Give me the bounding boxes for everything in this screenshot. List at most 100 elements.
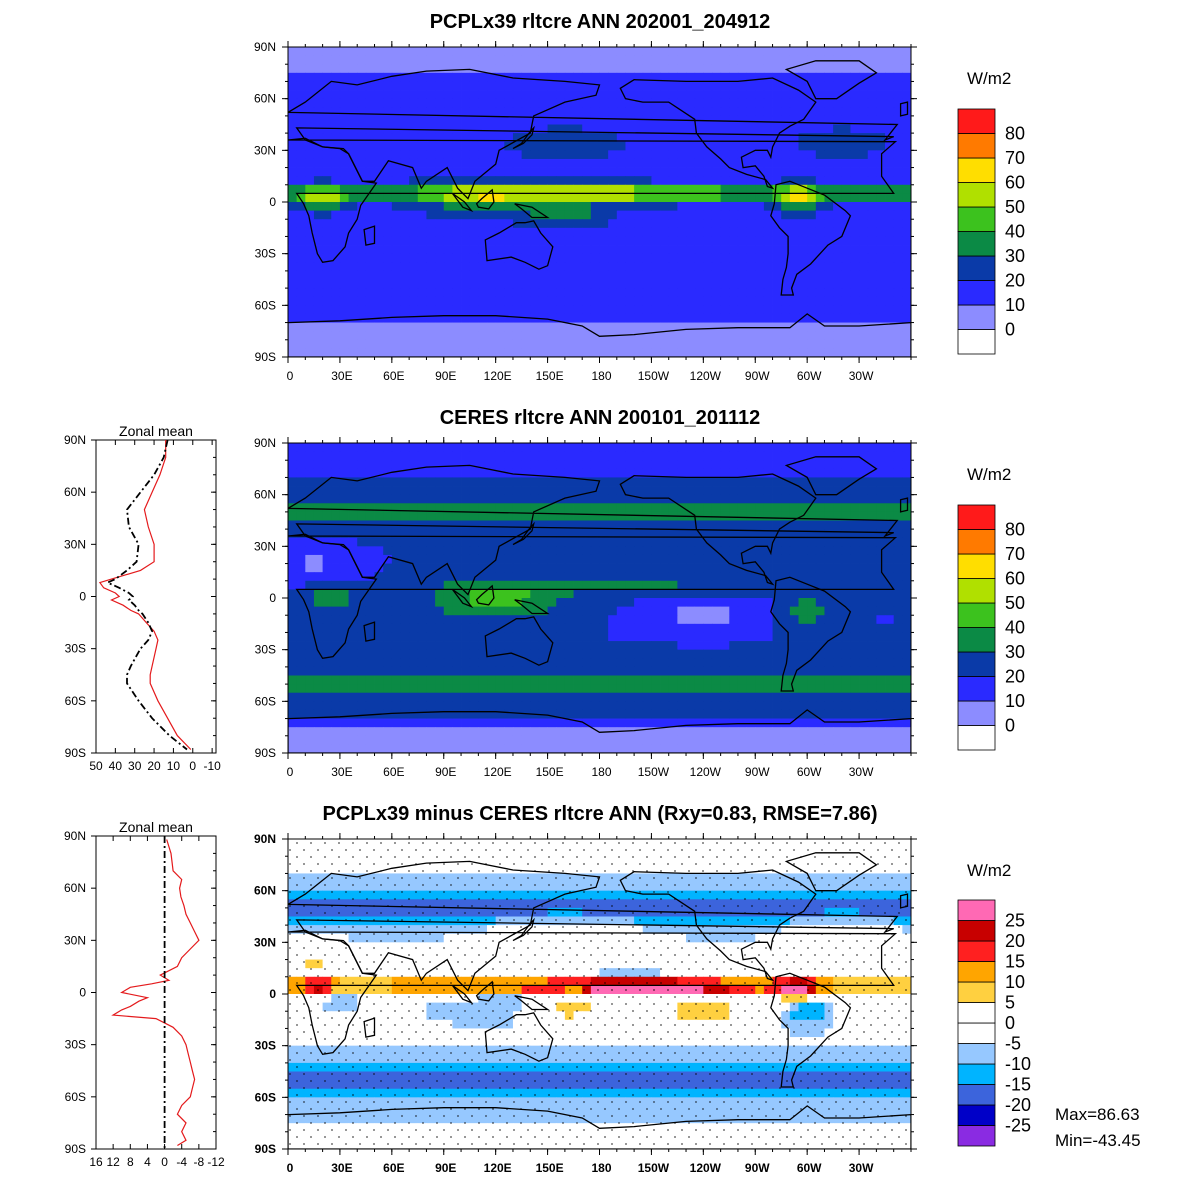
field-cell	[478, 615, 488, 625]
field-cell	[859, 537, 869, 547]
field-cell	[763, 658, 773, 668]
field-cell	[435, 666, 445, 676]
field-cell	[634, 339, 644, 349]
field-cell	[772, 236, 782, 246]
field-cell	[530, 184, 540, 194]
field-cell	[651, 641, 661, 651]
field-cell	[755, 554, 765, 564]
field-cell	[495, 279, 505, 289]
field-cell	[798, 124, 808, 134]
field-cell	[435, 443, 445, 453]
field-cell	[452, 529, 462, 539]
field-cell	[703, 253, 713, 263]
field-cell	[729, 141, 739, 151]
field-cell	[512, 554, 523, 564]
field-cell	[885, 598, 895, 608]
field-cell	[296, 443, 306, 453]
field-cell	[772, 90, 782, 100]
field-cell	[841, 511, 851, 521]
field-cell	[625, 520, 635, 530]
field-cell	[616, 443, 626, 453]
field-cell	[902, 675, 911, 685]
field-cell	[599, 546, 609, 556]
field-cell	[634, 98, 644, 108]
field-cell	[789, 193, 799, 203]
field-cell	[538, 348, 548, 357]
field-cell	[867, 632, 877, 642]
field-cell	[288, 219, 298, 229]
field-cell	[469, 348, 479, 357]
field-cell	[703, 158, 713, 168]
field-cell	[781, 176, 791, 186]
field-cell	[538, 193, 548, 203]
field-cell	[504, 529, 514, 539]
field-cell	[435, 615, 445, 625]
field-cell	[461, 227, 471, 237]
field-cell	[599, 529, 609, 539]
field-cell	[478, 219, 488, 229]
field-cell	[452, 90, 462, 100]
field-cell	[296, 219, 306, 229]
field-cell	[729, 460, 739, 470]
field-cell	[616, 279, 626, 289]
field-cell	[755, 503, 765, 513]
field-cell	[461, 141, 471, 151]
field-cell	[815, 589, 825, 599]
field-cell	[677, 494, 687, 504]
field-cell	[391, 141, 401, 151]
field-cell	[763, 339, 773, 349]
field-cell	[288, 632, 298, 642]
field-cell	[288, 288, 298, 298]
field-cell	[590, 150, 600, 160]
field-cell	[512, 184, 523, 194]
field-cell	[867, 72, 877, 82]
field-cell	[850, 245, 860, 255]
field-cell	[391, 176, 401, 186]
field-cell	[547, 90, 557, 100]
field-cell	[288, 563, 298, 573]
field-cell	[686, 546, 696, 556]
field-cell	[824, 554, 834, 564]
field-cell	[634, 115, 644, 125]
field-cell	[435, 649, 445, 659]
field-cell	[711, 322, 722, 332]
field-cell	[538, 227, 548, 237]
field-cell	[426, 115, 436, 125]
field-cell	[296, 572, 306, 582]
field-cell	[391, 55, 401, 65]
field-cell	[876, 606, 886, 616]
field-cell	[573, 563, 583, 573]
field-cell	[435, 219, 445, 229]
field-cell	[763, 184, 773, 194]
field-cell	[616, 486, 626, 496]
field-cell	[599, 580, 609, 590]
field-cell	[789, 684, 799, 694]
field-cell	[642, 339, 652, 349]
field-cell	[495, 615, 505, 625]
field-cell	[746, 468, 756, 478]
lon-label: 180	[591, 369, 611, 383]
field-cell	[876, 133, 886, 143]
field-cell	[443, 331, 453, 341]
field-cell	[755, 210, 765, 220]
field-cell	[660, 98, 670, 108]
field-cell	[746, 279, 756, 289]
field-cell	[634, 494, 644, 504]
field-cell	[521, 511, 531, 521]
field-cell	[807, 210, 817, 220]
field-cell	[547, 649, 557, 659]
field-cell	[711, 572, 722, 582]
field-cell	[478, 81, 488, 91]
field-cell	[720, 477, 730, 487]
field-cell	[400, 150, 410, 160]
field-cell	[789, 451, 799, 461]
field-cell	[339, 451, 349, 461]
field-cell	[305, 563, 315, 573]
field-cell	[893, 641, 903, 651]
field-cell	[487, 279, 497, 289]
field-cell	[504, 124, 514, 134]
field-cell	[833, 675, 843, 685]
field-cell	[893, 55, 903, 65]
field-cell	[850, 580, 860, 590]
field-cell	[902, 477, 911, 487]
